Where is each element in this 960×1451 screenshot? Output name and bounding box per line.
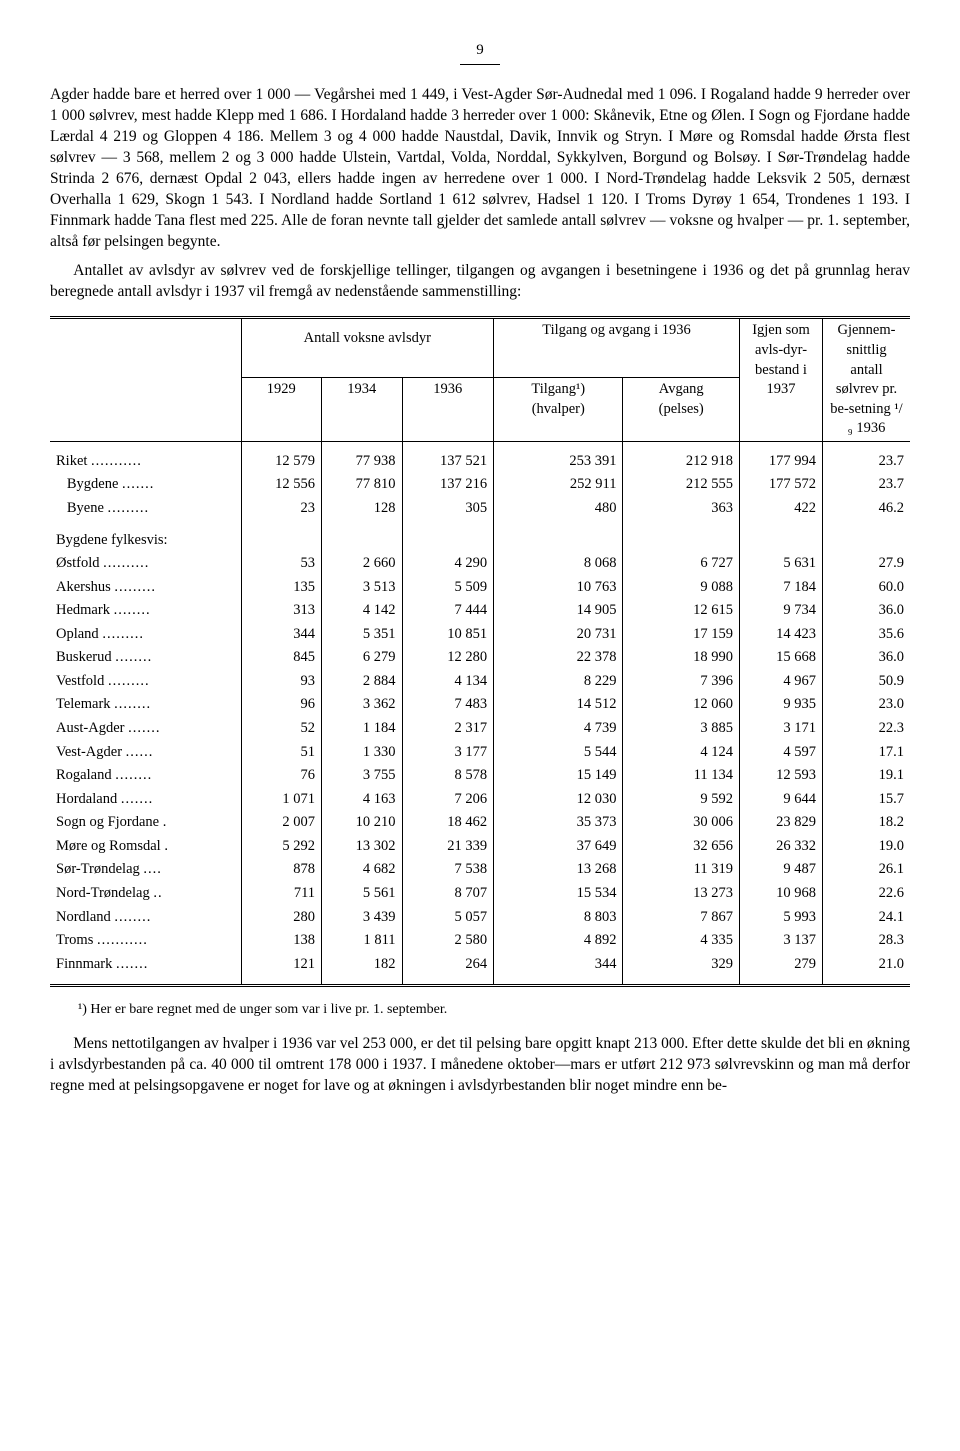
table-row: Byene .........2312830548036342246.2 <box>50 497 910 521</box>
header-1934: 1934 <box>322 378 403 442</box>
header-1936: 1936 <box>402 378 494 442</box>
table-row: Hordaland .......1 0714 1637 20612 0309 … <box>50 788 910 812</box>
table-row: Vest-Agder ......511 3303 1775 5444 1244… <box>50 741 910 765</box>
table-row: Telemark ........963 3627 48314 51212 06… <box>50 693 910 717</box>
table-row: Akershus .........1353 5135 50910 7639 0… <box>50 576 910 600</box>
table-row: Nord-Trøndelag ..7115 5618 70715 53413 2… <box>50 882 910 906</box>
table-row: Aust-Agder .......521 1842 3174 7393 885… <box>50 717 910 741</box>
page-number: 9 <box>50 40 910 60</box>
table-row: Buskerud ........8456 27912 28022 37818 … <box>50 646 910 670</box>
table-row: Rogaland ........763 7558 57815 14911 13… <box>50 764 910 788</box>
table-row: Nordland ........2803 4395 0578 8037 867… <box>50 906 910 930</box>
table-row: Hedmark ........3134 1427 44414 90512 61… <box>50 599 910 623</box>
header-col-6: Igjen som avls-dyr-bestand i 1937 <box>740 318 823 441</box>
header-avgang: Avgang(pelses) <box>623 378 740 442</box>
table-row: Vestfold .........932 8844 1348 2297 396… <box>50 670 910 694</box>
table-row: Riket ...........12 57977 938137 521253 … <box>50 441 910 473</box>
footnote: ¹) Her er bare regnet med de unger som v… <box>78 1001 910 1020</box>
header-group-2: Tilgang og avgang i 1936 <box>494 318 740 378</box>
table-row: Sør-Trøndelag ....8784 6827 53813 26811 … <box>50 858 910 882</box>
section-label-row: Bygdene fylkesvis: <box>50 521 910 553</box>
table-row: Sogn og Fjordane .2 00710 21018 46235 37… <box>50 811 910 835</box>
paragraph-3: Mens nettotilgangen av hvalper i 1936 va… <box>50 1034 910 1097</box>
paragraph-2: Antallet av avlsdyr av sølvrev ved de fo… <box>50 261 910 303</box>
table-row: Østfold ..........532 6604 2908 0686 727… <box>50 552 910 576</box>
header-col-7: Gjennem-snittlig antall sølvrev pr. be-s… <box>823 318 911 441</box>
header-group-1: Antall voksne avlsdyr <box>241 318 494 378</box>
table-row: Opland .........3445 35110 85120 73117 1… <box>50 623 910 647</box>
paragraph-1: Agder hadde bare et herred over 1 000 — … <box>50 85 910 252</box>
header-tilgang: Tilgang¹)(hvalper) <box>494 378 623 442</box>
page-number-underline <box>460 64 500 65</box>
table-row: Troms ...........1381 8112 5804 8924 335… <box>50 929 910 953</box>
header-1929: 1929 <box>241 378 322 442</box>
table-row: Bygdene .......12 55677 810137 216252 91… <box>50 473 910 497</box>
table-row: Møre og Romsdal .5 29213 30221 33937 649… <box>50 835 910 859</box>
data-table: Antall voksne avlsdyr Tilgang og avgang … <box>50 316 910 987</box>
table-row: Finnmark .......12118226434432927921.0 <box>50 953 910 986</box>
